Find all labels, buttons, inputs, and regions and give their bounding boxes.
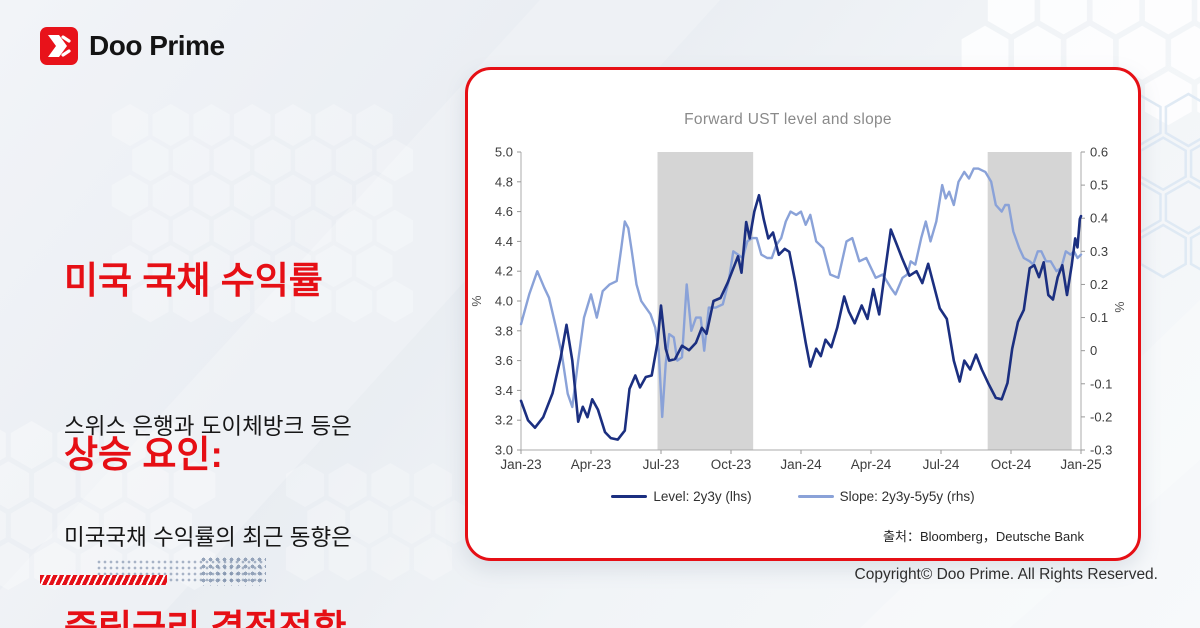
legend-line-swatch [797, 495, 834, 498]
legend-label: Slope: 2y3y-5y5y (rhs) [839, 489, 975, 504]
x-tick-label: Oct-24 [991, 457, 1032, 472]
left-tick-label: 4.6 [495, 204, 513, 219]
left-tick-label: 4.0 [495, 294, 513, 309]
chart-title: Forward UST level and slope [684, 111, 892, 128]
shaded-band [657, 152, 754, 450]
x-tick-label: Apr-24 [851, 457, 892, 472]
right-tick-label: 0.5 [1090, 178, 1108, 193]
series-line-right [519, 167, 1083, 419]
right-tick-label: 0 [1090, 343, 1097, 358]
x-tick-label: Jul-23 [643, 457, 680, 472]
headline: 미국 국채 수익률 상승 요인: 중립금리 결정전환 [64, 136, 347, 628]
headline-line-3: 중립금리 결정전환 [64, 600, 347, 628]
legend-label: Level: 2y3y (lhs) [653, 489, 752, 504]
left-tick-label: 5.0 [495, 145, 513, 160]
doo-prime-logo-icon [40, 27, 78, 65]
left-tick-label: 3.6 [495, 353, 513, 368]
left-tick-label: 4.8 [495, 174, 513, 189]
legend-line-swatch [611, 495, 648, 498]
headline-line-2: 상승 요인: [64, 434, 223, 475]
chart-legend: Level: 2y3y (lhs) Slope: 2y3y-5y5y (rhs) [468, 489, 1118, 504]
deco-stripe-bar [40, 575, 167, 585]
left-tick-label: 3.8 [495, 323, 513, 338]
shaded-band [987, 152, 1072, 450]
right-tick-label: 0.4 [1090, 211, 1108, 226]
right-axis-unit-label: % [1113, 301, 1127, 312]
left-tick-label: 4.4 [495, 234, 513, 249]
legend-item: Level: 2y3y (lhs) [611, 489, 752, 504]
x-tick-label: Jul-24 [923, 457, 960, 472]
right-tick-label: 0.1 [1090, 310, 1108, 325]
left-tick-label: 3.4 [495, 383, 513, 398]
legend-item: Slope: 2y3y-5y5y (rhs) [797, 489, 975, 504]
right-tick-label: -0.3 [1090, 443, 1112, 458]
x-tick-label: Apr-23 [571, 457, 612, 472]
body-line-1: 스위스 은행과 도이체방크 등은 [64, 414, 352, 439]
logo: Doo Prime [40, 27, 225, 65]
right-tick-label: -0.1 [1090, 376, 1112, 391]
right-tick-label: -0.2 [1090, 409, 1112, 424]
forward-ust-chart: 5.0 4.8 4.6 4.4 4.2 4.0 3.8 3.6 3.4 3.2 3.0 0.6 0.5 0… [470, 145, 1127, 473]
right-tick-label: 0.2 [1090, 277, 1108, 292]
chart-card: Forward UST level and slope 5.0 4.8 4.6 4.4… [465, 67, 1141, 561]
headline-line-1: 미국 국채 수익률 [64, 260, 323, 301]
series-line-left [519, 193, 1083, 441]
x-tick-label: Jan-23 [500, 457, 541, 472]
deco-dot-grid-2 [200, 556, 266, 586]
copyright-text: Copyright© Doo Prime. All Rights Reserve… [854, 566, 1158, 583]
logo-text: Doo Prime [89, 30, 225, 61]
x-tick-label: Oct-23 [711, 457, 752, 472]
left-axis-unit-label: % [470, 295, 484, 306]
body-text: 스위스 은행과 도이체방크 등은 미국국채 수익률의 최근 동향은 중립 금리 … [64, 334, 391, 628]
right-tick-label: 0.6 [1090, 145, 1108, 160]
right-tick-label: 0.3 [1090, 244, 1108, 259]
chart-source: 출처：Bloomberg，Deutsche Bank [883, 529, 1084, 544]
left-tick-label: 3.0 [495, 443, 513, 458]
left-tick-label: 4.2 [495, 264, 513, 279]
body-line-2: 미국국채 수익률의 최근 동향은 [64, 525, 352, 550]
x-tick-label: Jan-25 [1060, 457, 1101, 472]
x-tick-label: Jan-24 [780, 457, 822, 472]
left-tick-label: 3.2 [495, 413, 513, 428]
